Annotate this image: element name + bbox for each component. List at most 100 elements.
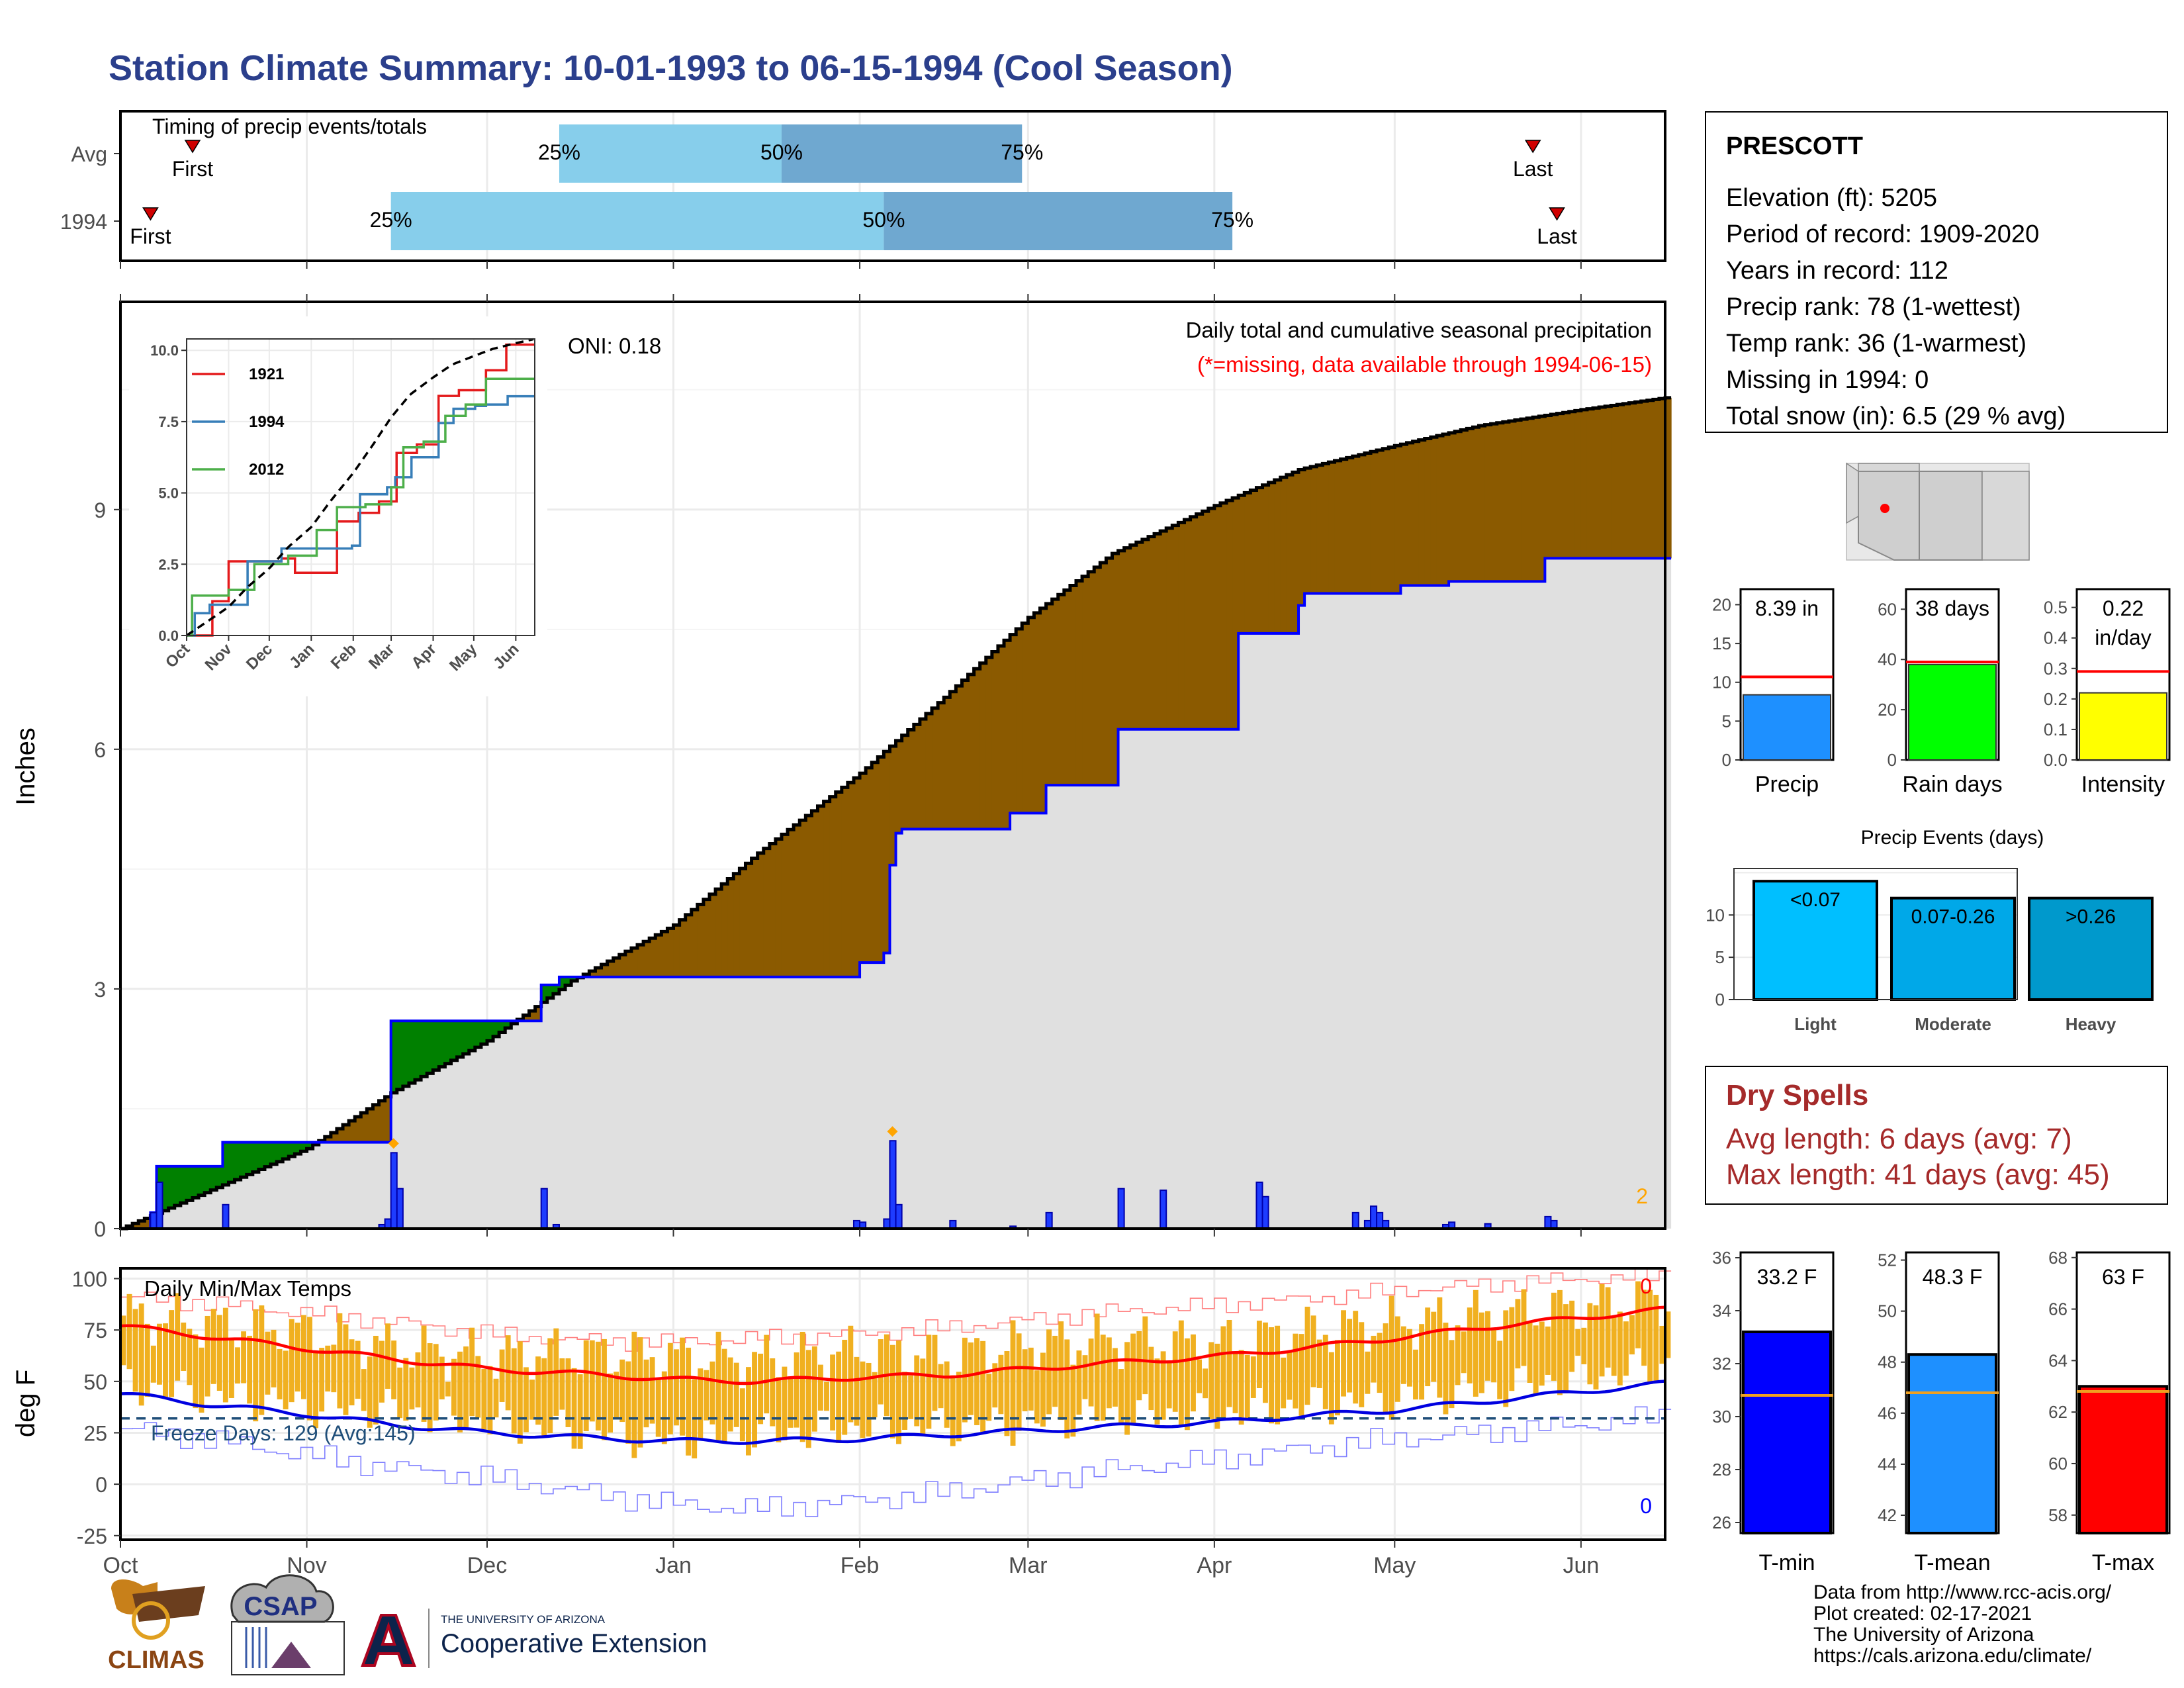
deficit-area <box>1184 520 1191 729</box>
deficit-area <box>866 767 872 963</box>
mini-bar-label: Precip <box>1755 772 1819 797</box>
deficit-area <box>962 680 969 829</box>
daily-precip-bar <box>1544 1215 1552 1230</box>
deficit-area <box>1617 404 1624 559</box>
daily-precip-bar <box>1261 1196 1269 1229</box>
station-line: Precip rank: 78 (1-wettest) <box>1726 293 2021 321</box>
surplus-area <box>480 1021 488 1045</box>
daily-temp-bar <box>944 1361 950 1428</box>
deficit-area <box>1388 447 1395 594</box>
daily-temp-bar <box>667 1342 673 1434</box>
season-total-bars: 8.39 in 0 5 10 15 20 Precip 38 days 0 20 40 60 Rain … <box>1712 588 2171 797</box>
y-axis-label: Inches <box>11 727 40 806</box>
daily-temp-bar <box>199 1347 205 1413</box>
daily-temp-bar <box>1052 1335 1058 1407</box>
deficit-area <box>1364 453 1371 594</box>
daily-temp-bar <box>602 1338 607 1440</box>
deficit-area <box>1400 444 1408 586</box>
daily-temp-bar <box>1515 1299 1521 1369</box>
daily-temp-bar <box>349 1339 355 1406</box>
daily-temp-bar <box>319 1348 325 1412</box>
surplus-area <box>463 1021 470 1054</box>
credits-line: https://cals.arizona.edu/climate/ <box>1813 1645 2092 1667</box>
daily-temp-bar <box>235 1347 240 1384</box>
record-low-line <box>120 1406 1672 1517</box>
deficit-area <box>1256 487 1263 633</box>
deficit-area <box>1569 411 1576 559</box>
station-line: Years in record: 112 <box>1726 257 1948 285</box>
daily-temp-bar <box>1521 1289 1527 1366</box>
deficit-area <box>901 735 909 829</box>
daily-temp-bar <box>980 1340 986 1432</box>
quartile-bar-50-75 <box>884 192 1233 250</box>
daily-temp-bar <box>277 1348 283 1399</box>
deficit-area <box>715 889 722 977</box>
temp-bar-tick-label: 48 <box>1878 1352 1897 1372</box>
daily-temp-bar <box>1172 1331 1178 1412</box>
surplus-area <box>433 1021 439 1070</box>
inset-y-tick-label: 0.0 <box>158 628 179 644</box>
daily-temp-bar <box>1617 1311 1623 1385</box>
surplus-area <box>469 1021 476 1051</box>
daily-temp-bar <box>565 1358 571 1427</box>
event-bar-moderate <box>1890 896 2016 1002</box>
quartile-bar-25-50 <box>390 192 884 250</box>
daily-temp-bar <box>205 1315 210 1397</box>
deficit-area <box>1527 418 1533 582</box>
surplus-area <box>216 1166 223 1188</box>
daily-temp-bar <box>397 1367 403 1419</box>
daily-temp-bar <box>686 1347 692 1456</box>
daily-precip-bar <box>1376 1211 1384 1229</box>
daily-temp-bar <box>1148 1346 1154 1411</box>
deficit-area <box>788 829 794 977</box>
daily-temp-bar <box>608 1373 614 1433</box>
mini-bar-value: 0.22 <box>2103 596 2144 620</box>
deficit-area <box>1557 413 1564 559</box>
daily-precip-bar <box>1369 1205 1378 1230</box>
deficit-area <box>1304 468 1311 594</box>
deficit-area <box>1406 442 1414 586</box>
daily-temp-bar <box>187 1329 193 1385</box>
deficit-area <box>1136 542 1143 729</box>
csap-frame <box>231 1621 345 1675</box>
quartile-label: 25% <box>370 208 412 232</box>
daily-temp-bar <box>156 1323 162 1385</box>
deficit-area <box>1377 450 1383 594</box>
precip-panel: Daily total and cumulative seasonal prec… <box>11 294 1672 1241</box>
daily-temp-bar <box>1058 1321 1064 1421</box>
daily-temp-bar <box>325 1345 331 1392</box>
avg-min-temp-line <box>120 1380 1666 1445</box>
daily-temp-bar <box>391 1340 397 1399</box>
temp-bar-t-min <box>1742 1331 1832 1534</box>
daily-temp-bar <box>830 1354 836 1430</box>
deficit-area <box>835 792 842 977</box>
count-label: 0 <box>1640 1274 1652 1298</box>
deficit-area <box>379 1100 386 1143</box>
daily-temp-bar <box>854 1356 860 1426</box>
deficit-area <box>1473 427 1480 582</box>
daily-temp-bar <box>409 1367 415 1410</box>
inset-y-tick-label: 10.0 <box>150 342 179 359</box>
deficit-area <box>1412 441 1420 586</box>
mini-bar-tick-label: 0.4 <box>2044 628 2068 648</box>
daily-temp-bar <box>674 1349 679 1426</box>
deficit-area <box>691 910 698 977</box>
daily-temp-bar <box>1016 1333 1022 1431</box>
deficit-area <box>361 1113 367 1143</box>
daily-temp-bar <box>643 1359 649 1428</box>
daily-temp-bar <box>271 1329 277 1387</box>
daily-temp-bar <box>920 1358 926 1436</box>
inset-y-tick-label: 7.5 <box>158 414 179 430</box>
daily-temp-bar <box>1383 1323 1388 1415</box>
avg-cumulative-line <box>120 396 1672 1231</box>
deficit-area <box>1352 456 1359 594</box>
daily-temp-bar <box>661 1371 667 1444</box>
temp-bar-tick-label: 46 <box>1878 1403 1897 1423</box>
daily-precip-bar <box>1351 1211 1359 1229</box>
deficit-area <box>1479 426 1486 582</box>
deficit-area <box>1274 479 1281 633</box>
daily-temp-bar <box>193 1334 199 1409</box>
daily-temp-bar <box>463 1346 469 1429</box>
deficit-area <box>1124 547 1131 729</box>
daily-temp-bar <box>1322 1335 1328 1409</box>
